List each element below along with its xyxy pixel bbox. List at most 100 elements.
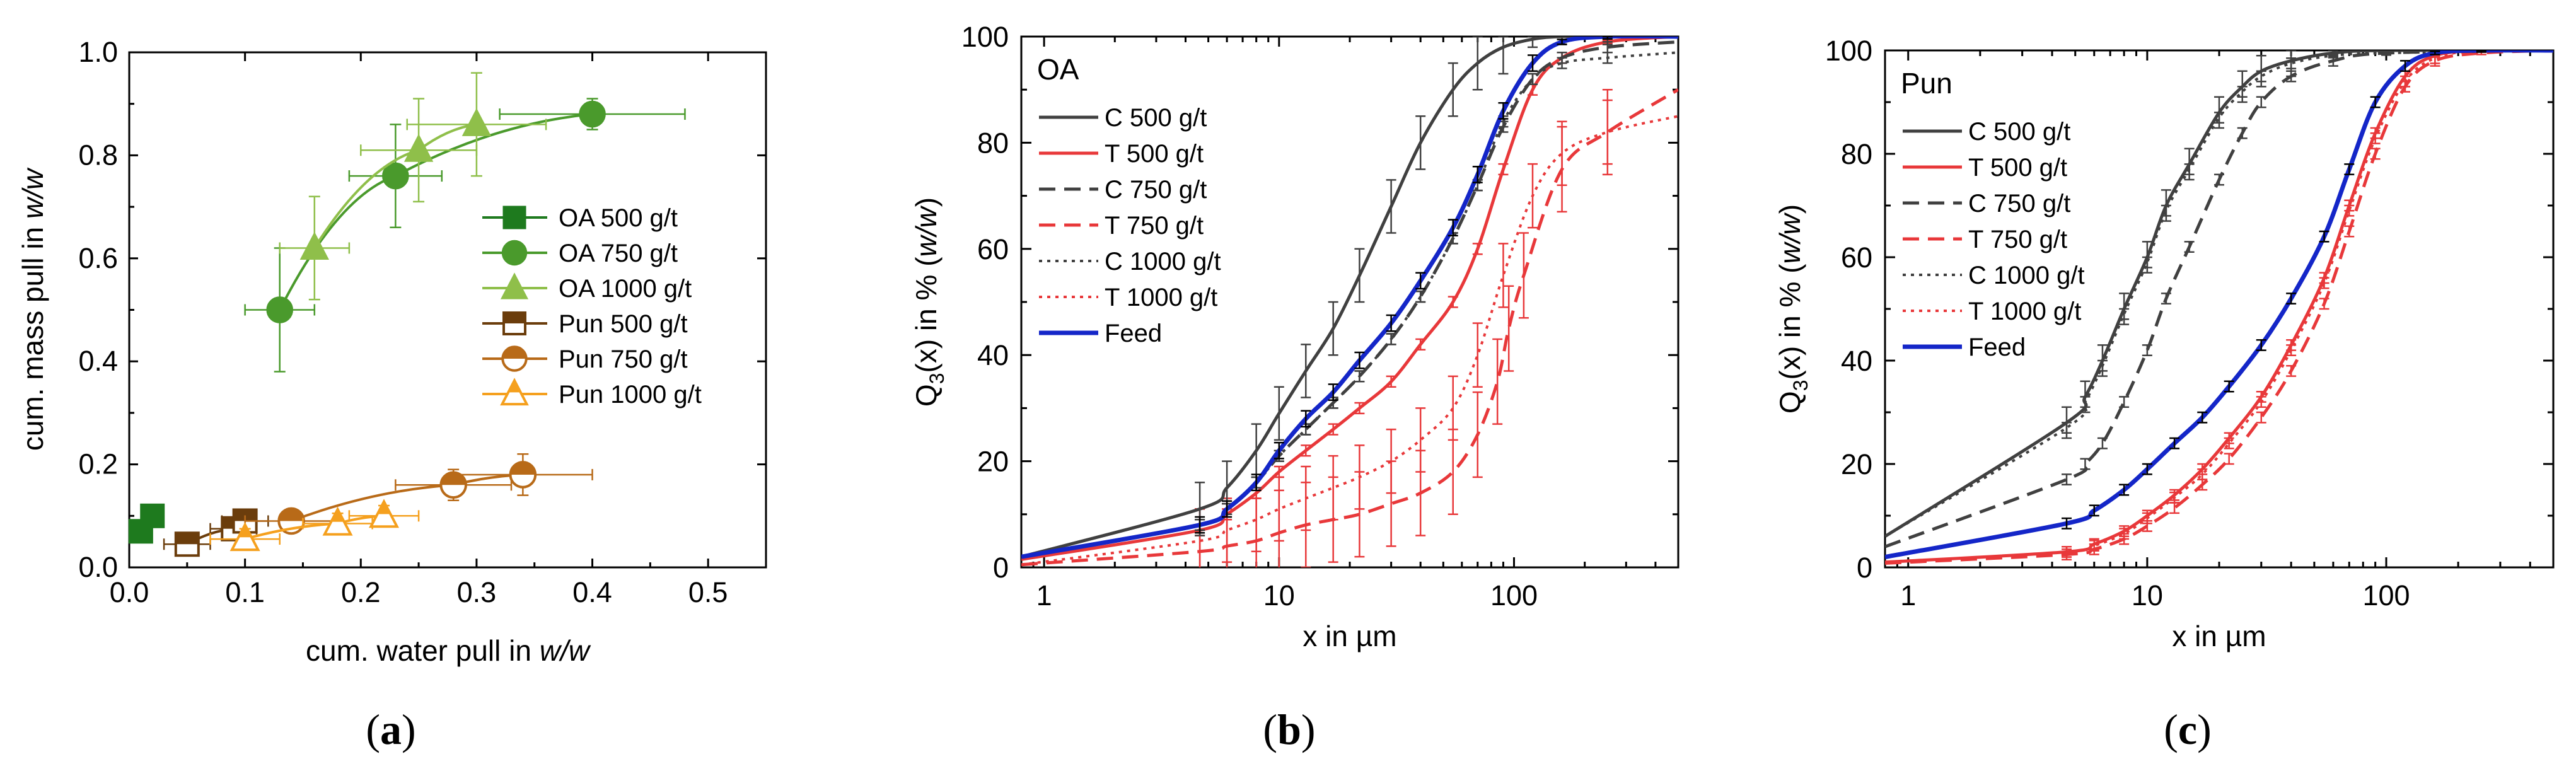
chart-a-point-pun-1000-g-t-half xyxy=(238,525,252,538)
chart-c-ylabel-part: (x) in % ( xyxy=(1773,264,1806,380)
chart-a-xlabel: cum. water pull in w/w xyxy=(306,634,591,667)
chart-c-ylabel: Q3(x) in % (w/w) xyxy=(1773,204,1812,414)
chart-c-errorbar xyxy=(2256,390,2266,403)
chart-c-xlabel: x in µm xyxy=(2172,620,2266,652)
chart-b-legend-label: T 750 g/t xyxy=(1105,212,1204,240)
chart-a-legend-label: OA 1000 g/t xyxy=(559,275,692,303)
chart-a-legend-item-oa-750-g-t: OA 750 g/t xyxy=(482,240,678,267)
chart-c-errorbar xyxy=(2197,463,2208,475)
chart-a-fit-pun-750-g-t xyxy=(291,473,523,523)
chart-b-errorbar xyxy=(1273,441,1284,460)
chart-b-legend-label: C 500 g/t xyxy=(1105,104,1207,132)
chart-a-fit-oa-750-g-t xyxy=(278,113,593,311)
chart-b-errorbar xyxy=(1557,38,1567,45)
chart-b-series-t-1000-g-t xyxy=(1021,99,1678,567)
chart-b-legend-label: C 750 g/t xyxy=(1105,176,1207,204)
chart-c-errorbar xyxy=(2184,148,2195,181)
chart-a-point-pun-750-g-t-half xyxy=(510,462,536,475)
chart-a-point-oa-1000-g-t xyxy=(461,108,492,136)
chart-b-legend: OA C 500 g/t T 500 g/t C 750 g/t T 750 g/t C … xyxy=(1037,53,1221,347)
chart-a-point-pun-500-g-t-half xyxy=(175,533,199,545)
chart-c-errorbar xyxy=(2237,127,2248,139)
panel-label-close: ) xyxy=(402,705,416,753)
chart-c-ytick-label: 100 xyxy=(1825,35,1872,67)
chart-c-errorbar xyxy=(2097,437,2108,449)
chart-c-errorbar xyxy=(2286,364,2297,377)
chart-c-errorbar xyxy=(2256,339,2266,351)
chart-a-point-oa-750-g-t-shape xyxy=(579,100,606,128)
chart-a-legend-marker-half xyxy=(502,347,526,359)
chart-a-series-pun-500-g-t xyxy=(163,508,269,557)
chart-c-errorbar xyxy=(2062,545,2072,558)
chart-a-point-oa-1000-g-t-shape xyxy=(403,134,434,162)
chart-b-ytick-label: 20 xyxy=(977,446,1009,478)
chart-b-legend-title: OA xyxy=(1037,53,1079,86)
chart-b-errorbar xyxy=(1528,163,1538,229)
chart-a-xtick-label: 0.1 xyxy=(225,576,265,608)
chart-c-ytick-label: 60 xyxy=(1841,241,1872,274)
chart-b-xlabel: x in µm xyxy=(1303,620,1396,652)
chart-b-errorbar xyxy=(1354,370,1365,383)
chart-c-errorbar xyxy=(2381,50,2391,56)
chart-b-errorbar xyxy=(1328,383,1338,402)
chart-b-errorbar xyxy=(1448,375,1458,441)
chart-a-point-oa-750-g-t-shape xyxy=(382,162,409,190)
chart-c-errorbar xyxy=(2142,509,2152,522)
chart-a-point-pun-1000-g-t-half xyxy=(377,501,391,514)
chart-a-xtick-label: 0.4 xyxy=(572,576,612,608)
chart-c-legend-item-t-750-g-t: T 750 g/t xyxy=(1903,226,2067,253)
chart-a-xtick-label: 0.0 xyxy=(110,576,149,608)
chart-b-errorbar xyxy=(1528,72,1538,86)
panel-label-b: (b) xyxy=(1263,705,1315,753)
chart-a-ylabel: cum. mass pull in w/w xyxy=(16,167,49,451)
chart-a-legend-marker xyxy=(500,378,529,406)
chart-b-errorbar xyxy=(1518,232,1529,319)
chart-c-errorbar xyxy=(2319,230,2329,243)
chart-b-plot xyxy=(1021,37,1678,567)
chart-b-errorbar xyxy=(1328,455,1338,521)
panel-label-letter: a xyxy=(380,705,402,753)
chart-a-legend-marker xyxy=(500,272,529,299)
chart-c-errorbar xyxy=(2119,484,2130,496)
chart-c-plot xyxy=(1885,50,2553,565)
chart-a-point-oa-1000-g-t xyxy=(403,134,434,162)
chart-c-legend-label: Feed xyxy=(1968,333,2026,361)
chart-a-xtick-label: 0.2 xyxy=(341,576,381,608)
chart-b-errorbar xyxy=(1504,285,1514,372)
chart-a-fit-pun-1000-g-t xyxy=(245,514,385,540)
chart-c-errorbar xyxy=(2184,241,2195,253)
panel-label-letter: c xyxy=(2178,705,2197,753)
chart-b-legend-label: C 1000 g/t xyxy=(1105,248,1221,275)
chart-b-errorbar xyxy=(1354,248,1365,303)
chart-b-legend-item-t-1000-g-t: T 1000 g/t xyxy=(1039,284,1217,311)
chart-b-errorbar xyxy=(1415,272,1426,290)
chart-c-ylabel-part: w/w xyxy=(1773,212,1806,264)
chart-a-legend-label: Pun 1000 g/t xyxy=(559,381,702,409)
chart-b-errorbar xyxy=(1528,54,1538,72)
chart-b-ylabel-part: ) xyxy=(910,197,943,207)
chart-a-point-oa-750-g-t xyxy=(382,162,409,190)
chart-c-errorbar xyxy=(2344,199,2355,212)
chart-c-errorbar xyxy=(2344,163,2355,176)
chart-b-xtick-label: 1 xyxy=(1036,579,1052,612)
chart-c-errorbar xyxy=(2062,406,2072,439)
chart-c-errorbar xyxy=(2119,396,2130,409)
chart-c-series-feed xyxy=(1885,50,2553,560)
chart-a-point-oa-1000-g-t-shape xyxy=(461,108,492,136)
chart-c-legend-label: T 500 g/t xyxy=(1968,154,2067,182)
chart-a-point-pun-500-g-t xyxy=(174,531,200,557)
chart-c-errorbar xyxy=(2214,96,2224,129)
chart-b: 1 10 100 0 20 40 60 80 100 x in µm Q3(x) in % (w/w… xyxy=(910,21,1680,652)
chart-c-errorbar xyxy=(2119,293,2130,325)
chart-a-xlabel-italic: w/w xyxy=(540,634,591,667)
chart-b-errorbar xyxy=(1301,410,1311,428)
chart-a-ylabel-text: cum. mass pull in xyxy=(16,219,49,451)
chart-b-errorbar xyxy=(1195,516,1205,534)
chart-a-xlabel-text: cum. water pull in xyxy=(306,634,540,667)
chart-a-legend-item-oa-1000-g-t: OA 1000 g/t xyxy=(482,272,692,303)
chart-c-errorbar xyxy=(2370,148,2381,160)
chart-b-errorbar xyxy=(1472,37,1483,91)
chart-a-legend-marker xyxy=(502,311,526,335)
chart-c-series-c-500-g-t xyxy=(1885,50,2553,538)
chart-b-errorbar xyxy=(1251,473,1262,492)
